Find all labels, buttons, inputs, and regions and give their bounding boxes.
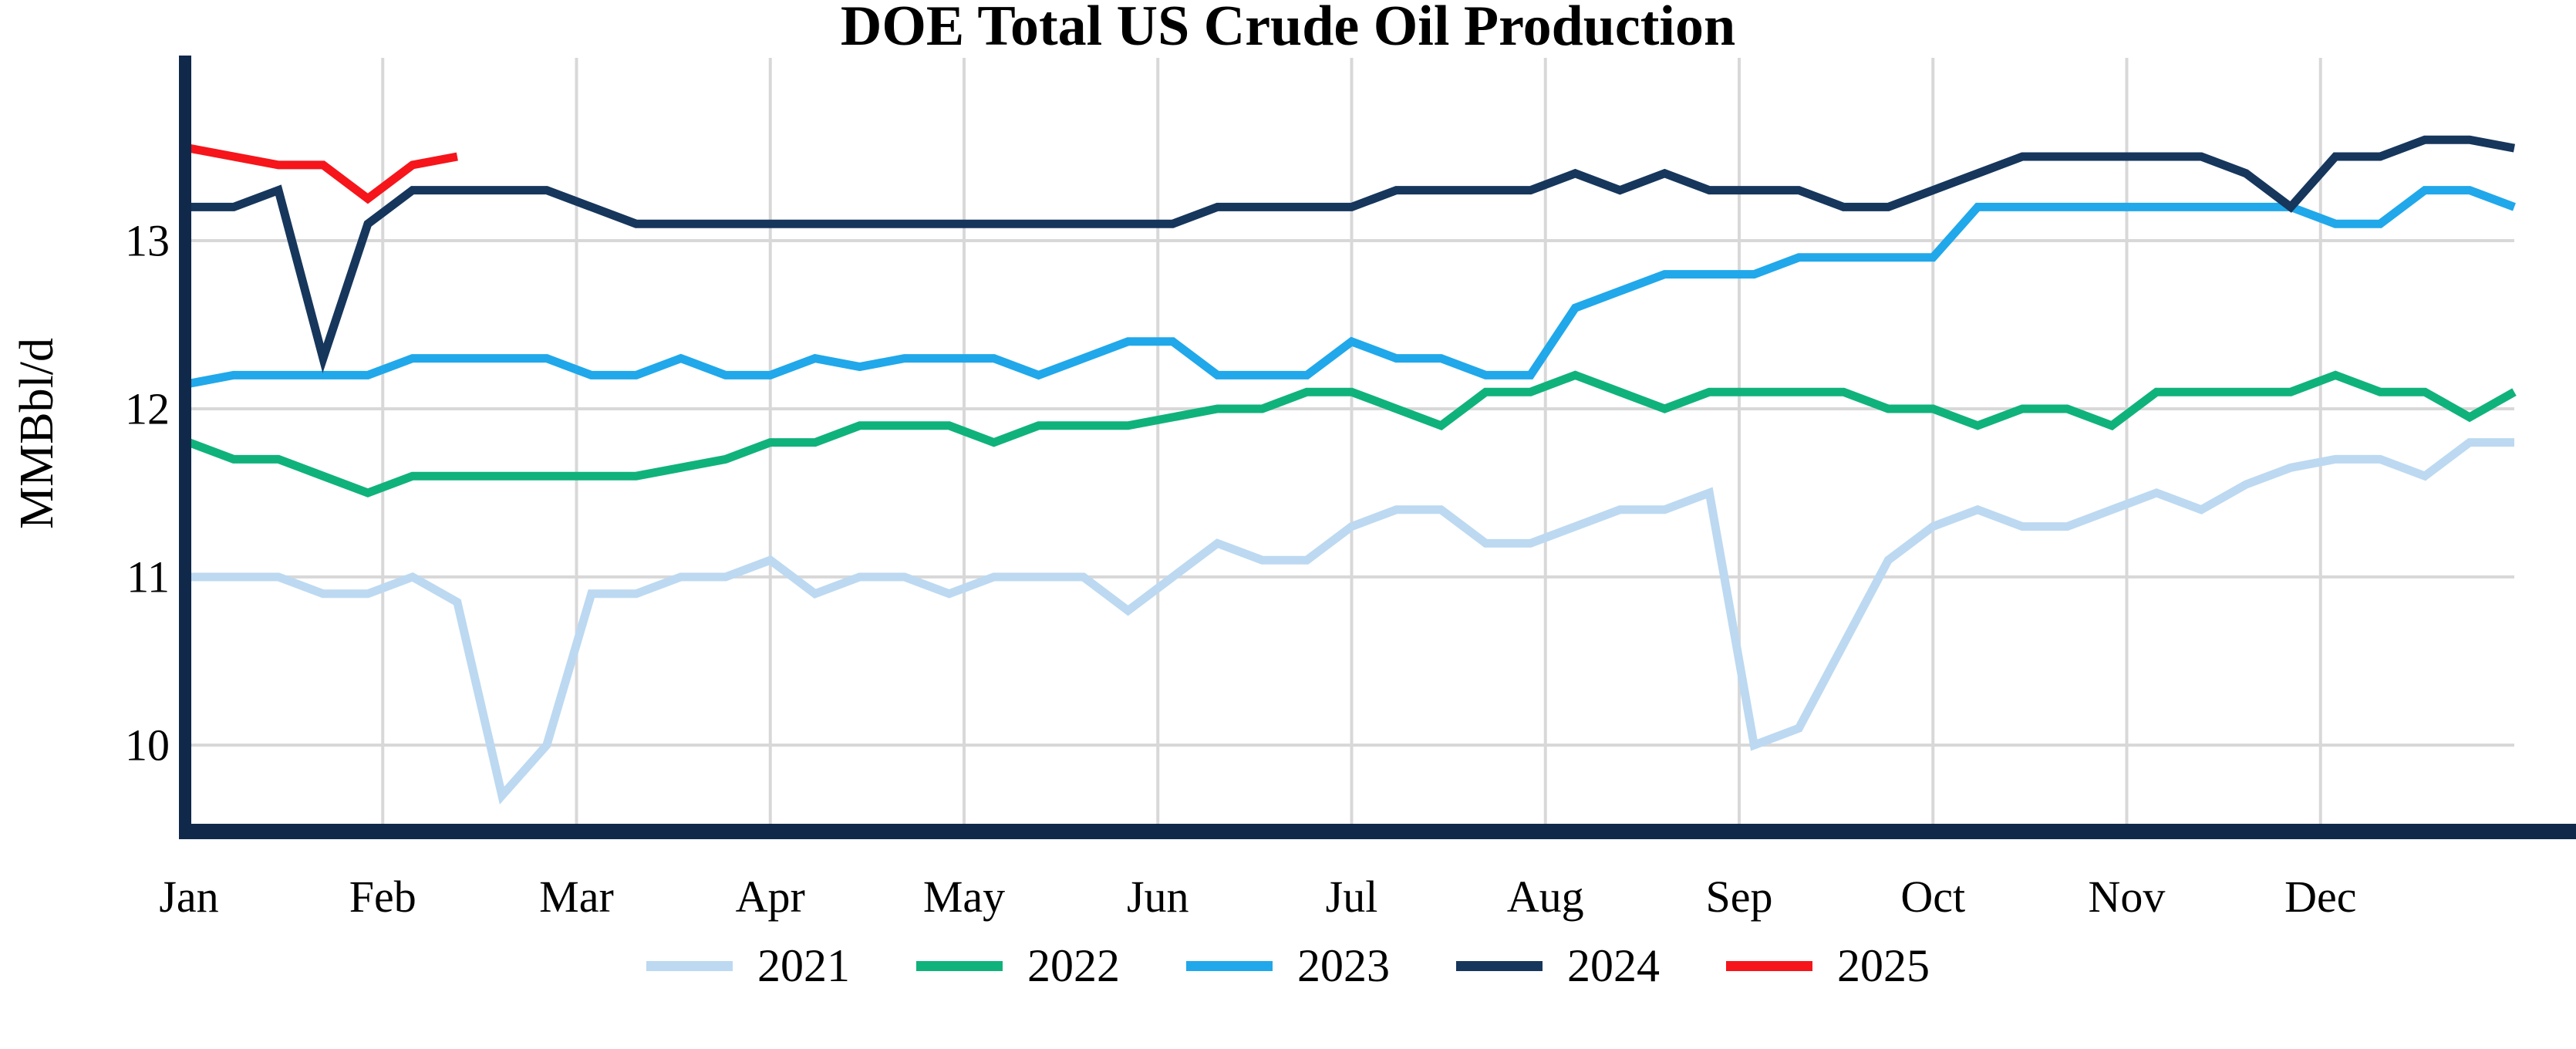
series-line-2023 [187,186,2516,388]
x-tick-Jul: Jul [1326,872,1378,922]
y-tick-11: 11 [126,552,170,602]
x-tick-Apr: Apr [736,872,805,922]
x-tick-Feb: Feb [349,872,416,922]
legend-label-2023: 2023 [1297,940,1390,991]
legend-item-2024: 2024 [1456,943,1660,989]
series-line-2025 [187,143,458,204]
y-axis-spine [179,56,191,839]
x-tick-Dec: Dec [2284,872,2356,922]
x-tick-Jun: Jun [1127,872,1189,922]
x-tick-Nov: Nov [2089,872,2166,922]
legend-label-2024: 2024 [1567,940,1660,991]
series-line-2021 [189,438,2514,805]
x-tick-Aug: Aug [1507,872,1584,922]
y-tick-13: 13 [125,216,170,266]
legend-swatch-2023 [1186,960,1273,971]
legend-swatch-2021 [646,960,733,971]
x-tick-Mar: Mar [539,872,614,922]
y-tick-10: 10 [125,720,170,771]
legend-item-2023: 2023 [1186,943,1390,989]
legend-item-2021: 2021 [646,943,850,989]
series-line-2022 [187,370,2517,498]
x-tick-May: May [923,872,1005,922]
legend-label-2022: 2022 [1027,940,1120,991]
legend-label-2021: 2021 [757,940,850,991]
x-tick-Sep: Sep [1706,872,1773,922]
legend-label-2025: 2025 [1837,940,1930,991]
series-line-2024 [189,135,2516,373]
y-axis-label: MMBbl/d [11,338,63,529]
chart-title: DOE Total US Crude Oil Production [840,0,1736,58]
x-axis-spine [179,824,2576,839]
legend: 2021 2022 2023 2024 2025 [0,943,2576,989]
legend-swatch-2025 [1726,960,1812,971]
legend-swatch-2024 [1456,960,1543,971]
y-tick-12: 12 [125,384,170,434]
legend-item-2022: 2022 [916,943,1120,989]
x-tick-Jan: Jan [159,872,218,922]
x-tick-Oct: Oct [1900,872,1965,922]
legend-swatch-2022 [916,960,1003,971]
legend-item-2025: 2025 [1726,943,1930,989]
